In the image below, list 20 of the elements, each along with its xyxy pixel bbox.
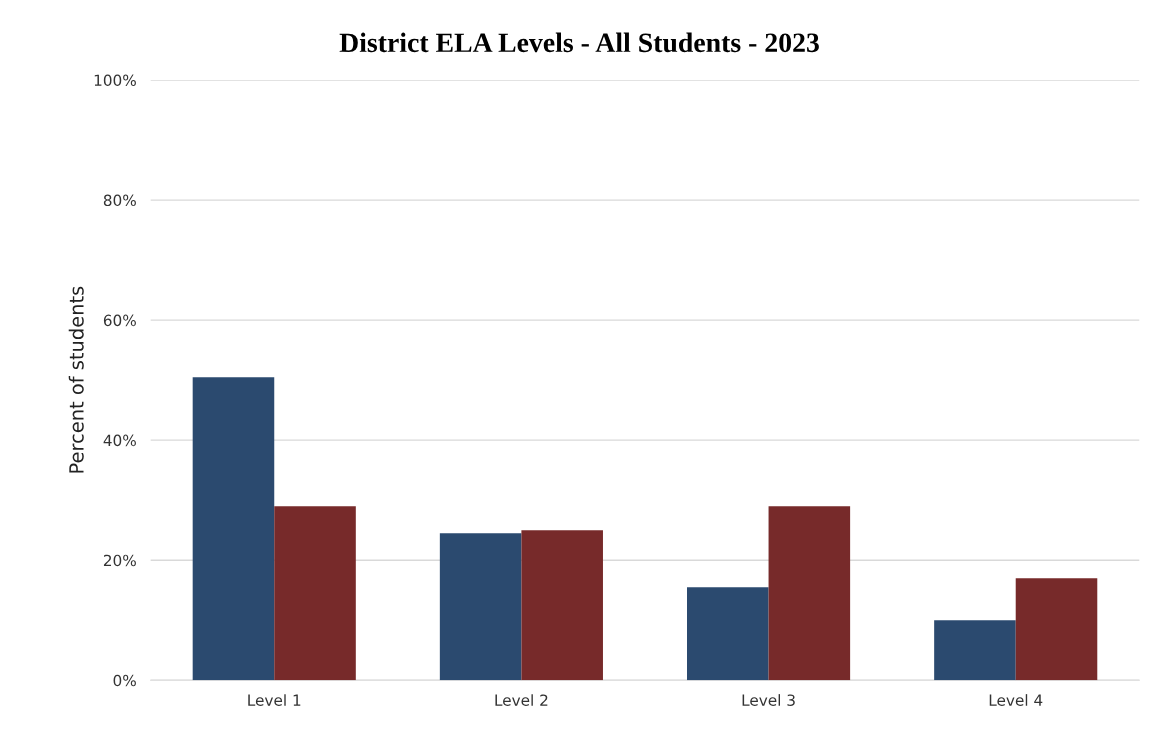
x-tick-label: Level 4: [989, 694, 1043, 706]
bar: [192, 377, 275, 681]
y-tick-label: 60%: [103, 314, 136, 327]
bar: [439, 533, 522, 681]
bar: [521, 530, 603, 681]
y-tick-label: 40%: [103, 434, 136, 447]
y-tick-label: 80%: [103, 194, 136, 207]
y-axis-title: Percent of students: [68, 286, 84, 473]
bar: [687, 587, 769, 681]
chart-title: District ELA Levels - All Students - 2023: [339, 32, 819, 53]
x-tick-label: Level 2: [495, 694, 548, 706]
bar: [274, 506, 356, 681]
y-tick-label: 20%: [103, 554, 136, 567]
x-tick-label: Level 1: [248, 694, 301, 706]
y-tick-label: 0%: [113, 674, 136, 687]
bar: [768, 506, 851, 681]
bar: [934, 620, 1016, 681]
bar: [1015, 578, 1098, 681]
y-tick-label: 100%: [94, 74, 136, 87]
x-tick-label: Level 3: [742, 694, 795, 706]
